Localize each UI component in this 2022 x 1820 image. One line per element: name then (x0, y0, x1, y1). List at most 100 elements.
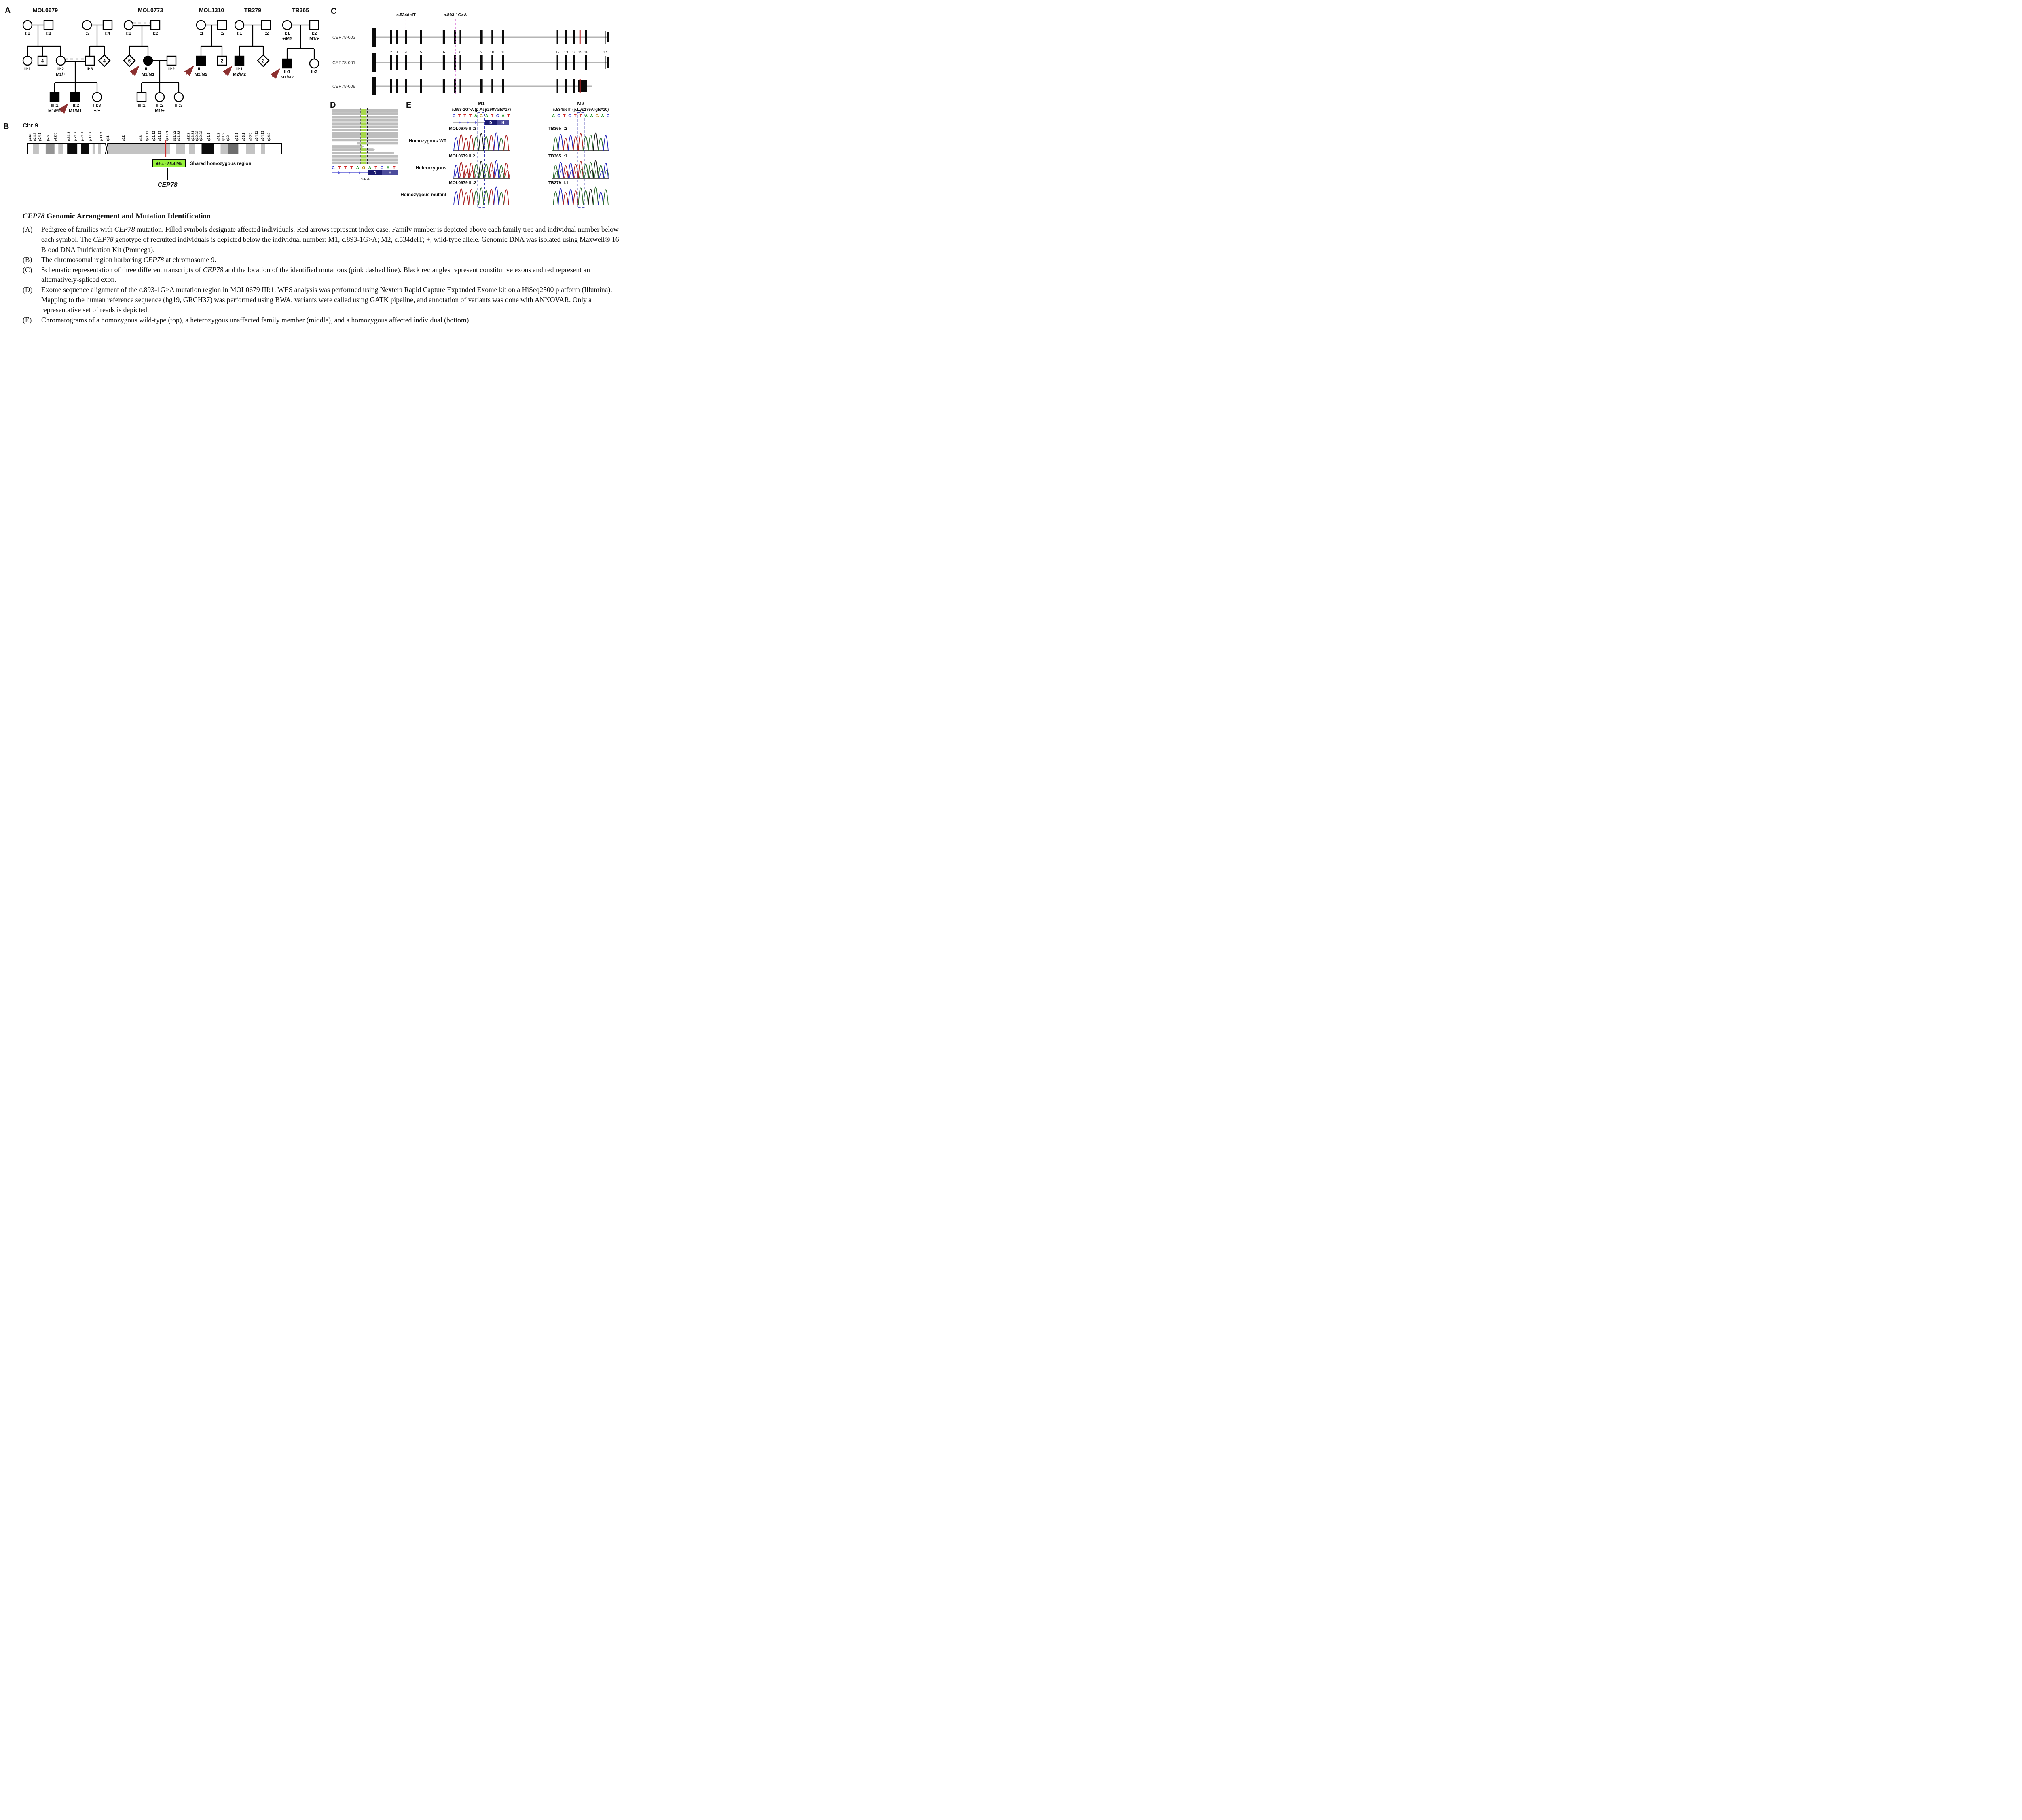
chromatogram-peak (483, 136, 489, 151)
reference-base: A (585, 114, 588, 119)
read-arrow-tip (362, 145, 364, 148)
caption-item-label: (D) (23, 286, 33, 294)
genotype-label: M1/+ (309, 36, 319, 41)
individual-label: II:2 (168, 67, 175, 72)
pedigree-symbol-male-multiple (217, 55, 227, 66)
individual-label: I:3 (85, 31, 90, 36)
chromatogram-peak (568, 189, 574, 205)
panel-c-transcripts: C CEP78-003CEP78-001CEP78-00812345678910… (331, 7, 609, 95)
individual-label: II:2 (57, 67, 64, 72)
reference-base: A (356, 166, 359, 170)
centromere-edge (105, 143, 108, 154)
reference-base: C (453, 114, 456, 119)
chromatogram-peak (578, 133, 584, 151)
ideogram-outline (27, 143, 282, 154)
ideogram-band (185, 143, 189, 154)
exon (454, 79, 456, 93)
chromatogram-peak (599, 171, 605, 179)
chromatogram-peak (558, 188, 564, 205)
gene-track-arrow (349, 171, 351, 174)
sibling-count: 2 (221, 58, 224, 64)
reference-base: A (590, 114, 593, 119)
individual-label: I:1 (199, 31, 204, 36)
ideogram-band-label: q21.11 (146, 131, 149, 141)
exon (556, 79, 558, 93)
ideogram: p24.3 p24.2 p24.1 p23 p22.3 p.21.3 p.21.2 p.21.… (27, 131, 282, 157)
ideogram-band-label: p.21.3 (67, 131, 70, 141)
individual-label: II:1 (24, 67, 31, 72)
family-mol0773: MOL0773 6 I:1 I:2 II:1 (123, 7, 184, 113)
ideogram-band (28, 143, 33, 154)
exon (442, 79, 445, 93)
variant-column-highlight (361, 148, 367, 151)
chromatogram-peak (578, 187, 584, 205)
chromatogram-peak (473, 190, 479, 205)
ideogram-band-label: p.11.2 (99, 132, 103, 141)
chromatogram-peak (569, 170, 575, 179)
caption-text-segment: Chromatograms of a homozygous wild-type … (41, 315, 471, 324)
ideogram-band-label: q33.3 (248, 133, 252, 141)
exon (605, 56, 606, 69)
ideogram-band-label: p24.3 (28, 133, 32, 141)
exon (420, 79, 422, 93)
sequence-read (332, 148, 374, 151)
exon (491, 79, 493, 93)
panel-b-label: B (3, 122, 9, 131)
sample-label: TB365 I:2 (548, 126, 567, 131)
caption-text-segment: genotype of recruited individuals is dep… (41, 235, 619, 254)
pedigree-symbol-female-affected (143, 55, 153, 66)
ideogram-band-label: q12 (122, 135, 125, 141)
individual-label: II:1 (236, 67, 243, 72)
ideogram-band (261, 143, 265, 154)
chromatogram-peak (588, 135, 594, 151)
caption-text-segment: CEP78 (143, 255, 164, 264)
chromatogram-peak (454, 171, 460, 179)
reference-base: A (601, 114, 604, 119)
sibling-count: 4 (103, 58, 106, 64)
reference-base: T (469, 114, 472, 119)
exon-number: 10 (490, 50, 494, 54)
exon (565, 79, 567, 93)
individual-label: I:2 (312, 31, 317, 36)
ideogram-band (77, 143, 81, 154)
chromatogram-peak (468, 163, 474, 179)
chromatogram-peak (583, 136, 589, 151)
chromatogram-peak (568, 163, 574, 179)
pedigree-symbol-female (123, 20, 134, 30)
mutation-subtitle: c.893-1G>A (p.Asp298Valfs*17) (452, 108, 511, 112)
caption-item-label: (A) (23, 225, 33, 234)
exon-number: 2 (390, 50, 392, 54)
chromatogram-peak (474, 171, 480, 179)
exon (578, 80, 587, 92)
pedigree-symbol-female (309, 58, 319, 69)
genotype-label: M1/M1 (69, 108, 82, 113)
family-tb279: TB279 2 I:1 I:2 II:1 M2/M2 (222, 7, 271, 77)
pedigree-symbol-female (173, 92, 184, 102)
chromatogram-peak (598, 192, 604, 205)
zygosity-row-label: Heterozygous (416, 166, 446, 171)
pedigree-symbol-female (82, 20, 92, 30)
ideogram-band-label: q21.32 (173, 131, 176, 141)
ideogram-band-label: q32 (226, 135, 230, 141)
individual-label: I:4 (105, 31, 111, 36)
domain-letter: D (374, 171, 376, 175)
reference-base: G (480, 114, 483, 119)
pedigree-symbol-male-affected (70, 92, 80, 102)
genotype-label: +/+ (94, 108, 100, 113)
chromatogram-peak (603, 163, 609, 179)
exon-number: 9 (480, 50, 482, 54)
individual-label: I:1 (237, 31, 242, 36)
chromatogram-peak (503, 135, 509, 151)
chromatogram-peak (598, 138, 604, 151)
ideogram-band (63, 143, 68, 154)
gene-track-arrow (338, 171, 341, 174)
family-title: MOL1310 (199, 7, 224, 13)
ideogram-band (81, 143, 89, 154)
exon (442, 30, 445, 44)
chromatogram-peak (458, 162, 464, 179)
alt-spliced-exon (579, 79, 581, 93)
ideogram-band-label: q22.32 (195, 131, 199, 141)
ideogram-band-label: q33.2 (242, 133, 245, 141)
chromatogram-peak (478, 133, 484, 151)
variant-column-highlight (361, 138, 367, 142)
